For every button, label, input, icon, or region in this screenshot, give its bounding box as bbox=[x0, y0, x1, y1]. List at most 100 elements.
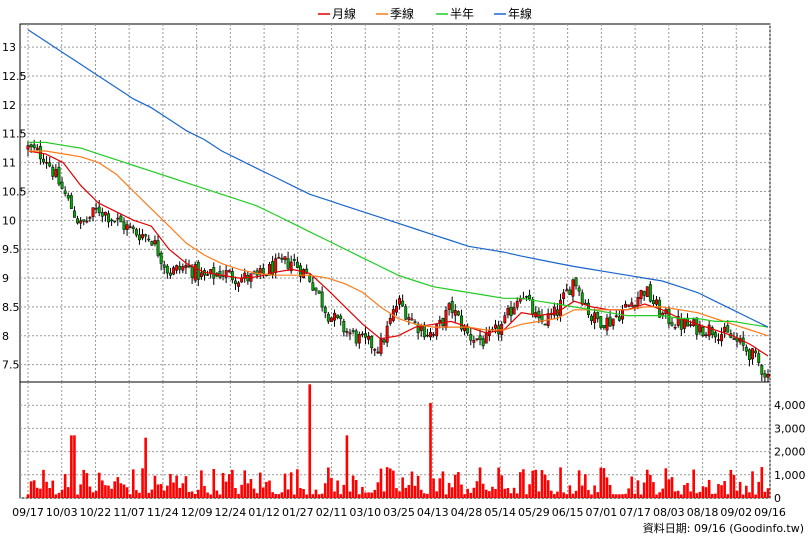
candle-body bbox=[57, 166, 61, 185]
volume-bar bbox=[354, 479, 358, 498]
volume-bar bbox=[475, 481, 479, 498]
candle-body bbox=[370, 335, 374, 349]
volume-bar bbox=[327, 467, 330, 498]
volume-bar bbox=[268, 480, 271, 498]
candle-body bbox=[79, 220, 83, 224]
candle-body bbox=[732, 338, 736, 340]
candle-body bbox=[429, 332, 432, 338]
candle-body bbox=[42, 158, 45, 163]
volume-bar bbox=[537, 491, 541, 498]
candle-body bbox=[268, 263, 271, 276]
volume-bar bbox=[404, 487, 408, 498]
volume-bar bbox=[209, 494, 212, 498]
volume-bar bbox=[689, 491, 692, 498]
price-y-tick: 11.5 bbox=[2, 128, 27, 141]
x-tick: 04/13 bbox=[417, 506, 449, 519]
volume-bar bbox=[336, 480, 339, 498]
candle-body bbox=[261, 268, 265, 274]
candle-body bbox=[141, 234, 145, 239]
candle-body bbox=[763, 373, 767, 378]
volume-bar bbox=[741, 494, 745, 498]
volume-bar bbox=[556, 491, 559, 498]
volume-bar bbox=[429, 402, 432, 498]
volume-bar bbox=[413, 485, 417, 498]
candle-body bbox=[509, 306, 513, 317]
candle-body bbox=[484, 333, 488, 344]
candle-body bbox=[292, 258, 296, 261]
candle-body bbox=[590, 315, 593, 322]
candle-body bbox=[311, 282, 315, 291]
candle-body bbox=[596, 312, 600, 320]
volume-bar bbox=[670, 477, 674, 498]
volume-bar bbox=[311, 494, 315, 498]
candle-body bbox=[357, 334, 361, 344]
volume-bar bbox=[246, 483, 250, 498]
volume-bar bbox=[559, 467, 562, 498]
volume-bar bbox=[308, 384, 312, 498]
volume-bar bbox=[392, 470, 395, 498]
candle-body bbox=[605, 317, 609, 331]
volume-bar bbox=[54, 494, 58, 498]
volume-bar bbox=[131, 469, 135, 498]
volume-bar bbox=[73, 435, 76, 498]
candle-body bbox=[289, 261, 293, 272]
volume-bar bbox=[39, 488, 42, 498]
volume-bar bbox=[348, 491, 352, 498]
candle-body bbox=[295, 261, 299, 268]
volume-bar bbox=[342, 484, 346, 498]
volume-bar bbox=[110, 488, 113, 498]
volume-bar bbox=[531, 470, 534, 498]
volume-bar bbox=[562, 492, 565, 498]
volume-y-tick: 0 bbox=[774, 492, 781, 505]
volume-bar bbox=[63, 474, 67, 498]
candle-body bbox=[670, 322, 674, 326]
candle-body bbox=[317, 290, 321, 294]
volume-bar bbox=[735, 490, 739, 498]
volume-bar bbox=[212, 469, 216, 498]
candle-body bbox=[305, 268, 309, 274]
volume-bar bbox=[29, 481, 33, 498]
volume-bar bbox=[299, 487, 302, 498]
candle-body bbox=[617, 316, 621, 321]
volume-bar bbox=[766, 488, 770, 498]
volume-bar bbox=[528, 484, 531, 498]
candle-body bbox=[552, 306, 556, 316]
volume-bar bbox=[237, 493, 240, 498]
volume-bar bbox=[738, 481, 742, 498]
x-tick: 01/12 bbox=[248, 506, 280, 519]
candle-body bbox=[422, 324, 426, 338]
volume-bar bbox=[444, 494, 448, 498]
x-axis-ticks: 09/17 10/03 10/22 11/07 11/24 12/09 12/24 01/12… bbox=[12, 506, 786, 519]
volume-bar bbox=[184, 476, 188, 498]
candle-body bbox=[181, 266, 185, 271]
volume-bar bbox=[382, 491, 386, 498]
candle-body bbox=[230, 271, 234, 281]
candle-body bbox=[525, 296, 528, 298]
volume-bar bbox=[116, 477, 120, 498]
volume-bar bbox=[85, 473, 89, 498]
volume-bar bbox=[314, 489, 318, 498]
candle-body bbox=[320, 291, 324, 308]
candle-body bbox=[162, 264, 166, 268]
volume-bar bbox=[497, 467, 500, 498]
volume-bar bbox=[754, 494, 757, 498]
volume-bar bbox=[469, 492, 473, 498]
volume-bar bbox=[289, 472, 293, 498]
candle-body bbox=[642, 291, 646, 296]
volume-bar bbox=[305, 494, 308, 498]
volume-bar bbox=[695, 493, 699, 498]
volume-bar bbox=[732, 475, 736, 498]
volume-bar bbox=[717, 484, 720, 498]
volume-bar bbox=[35, 487, 39, 498]
volume-bar bbox=[571, 493, 575, 498]
candle-body bbox=[144, 234, 148, 237]
volume-bar bbox=[522, 469, 525, 498]
volume-bar bbox=[642, 482, 646, 498]
volume-bar bbox=[296, 469, 299, 498]
x-tick: 05/14 bbox=[484, 506, 516, 519]
candle-body bbox=[577, 287, 581, 292]
volume-bar bbox=[401, 477, 404, 498]
volume-bar bbox=[88, 486, 92, 498]
x-tick: 10/03 bbox=[46, 506, 78, 519]
volume-bar bbox=[51, 480, 55, 498]
